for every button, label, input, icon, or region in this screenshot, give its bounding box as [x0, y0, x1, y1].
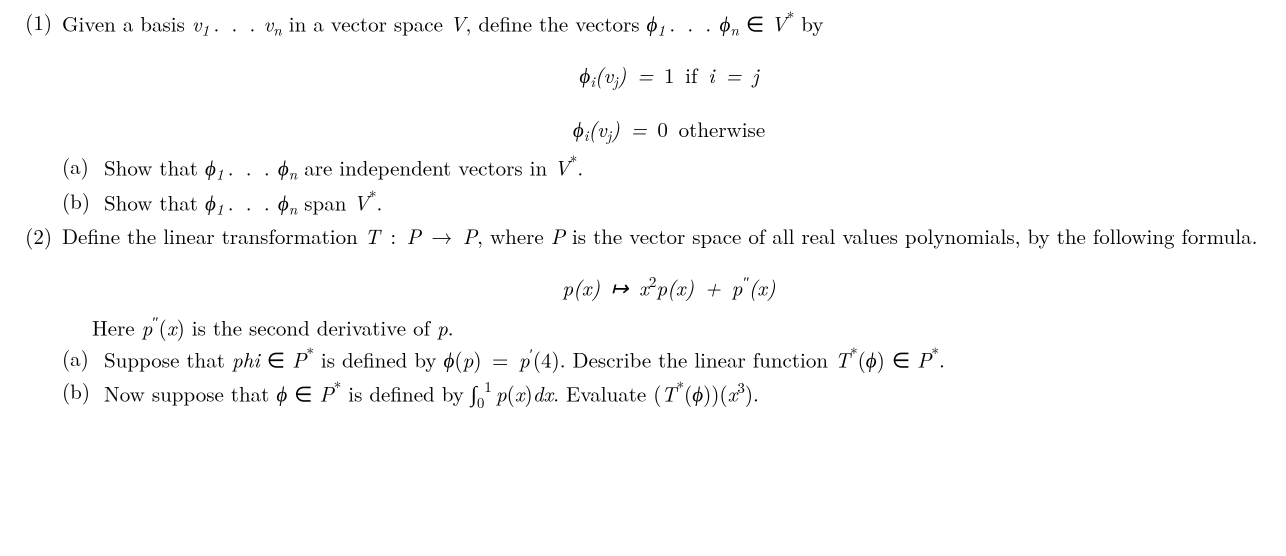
problem-2: (2) Define the linear transformation T :… [8, 222, 1276, 413]
problem-number: (2) [8, 222, 62, 250]
display-eq: ϕi(vj) = 0 otherwise [62, 115, 1276, 147]
problem-intro: Given a basis v1 . . . vn in a vector sp… [62, 8, 1276, 41]
subpart-label: (a) [62, 152, 104, 180]
problem-continuation: Here p″(x) is the second derivative of p… [92, 312, 1276, 342]
subpart: (a) Suppose that phi ∈ P* is defined by … [62, 344, 1276, 374]
problem-intro: Define the linear transformation T : P →… [62, 222, 1276, 250]
subpart-body: Show that ϕ1 . . . ϕn are independent ve… [104, 152, 1276, 185]
page-root: (1) Given a basis v1 . . . vn in a vecto… [0, 0, 1286, 423]
subpart: (b) Show that ϕ1 . . . ϕn span V*. [62, 187, 1276, 220]
subpart-label: (b) [62, 377, 104, 405]
subpart-label: (b) [62, 187, 104, 215]
subpart-body: Show that ϕ1 . . . ϕn span V*. [104, 187, 1276, 220]
subpart-body: Now suppose that ϕ ∈ P* is defined by ∫0… [104, 377, 1276, 413]
display-eq: ϕi(vj) = 1 if i = j [62, 61, 1276, 93]
display-eq: p(x) ↦ x2p(x) + p″(x) [62, 272, 1276, 302]
subpart: (b) Now suppose that ϕ ∈ P* is defined b… [62, 377, 1276, 413]
subpart-body: Suppose that phi ∈ P* is defined by ϕ(p)… [104, 344, 1276, 374]
problem-body: Define the linear transformation T : P →… [62, 222, 1276, 413]
problem-body: Given a basis v1 . . . vn in a vector sp… [62, 8, 1276, 220]
subpart: (a) Show that ϕ1 . . . ϕn are independen… [62, 152, 1276, 185]
subpart-label: (a) [62, 344, 104, 372]
problem-1: (1) Given a basis v1 . . . vn in a vecto… [8, 8, 1276, 220]
problem-number: (1) [8, 8, 62, 36]
